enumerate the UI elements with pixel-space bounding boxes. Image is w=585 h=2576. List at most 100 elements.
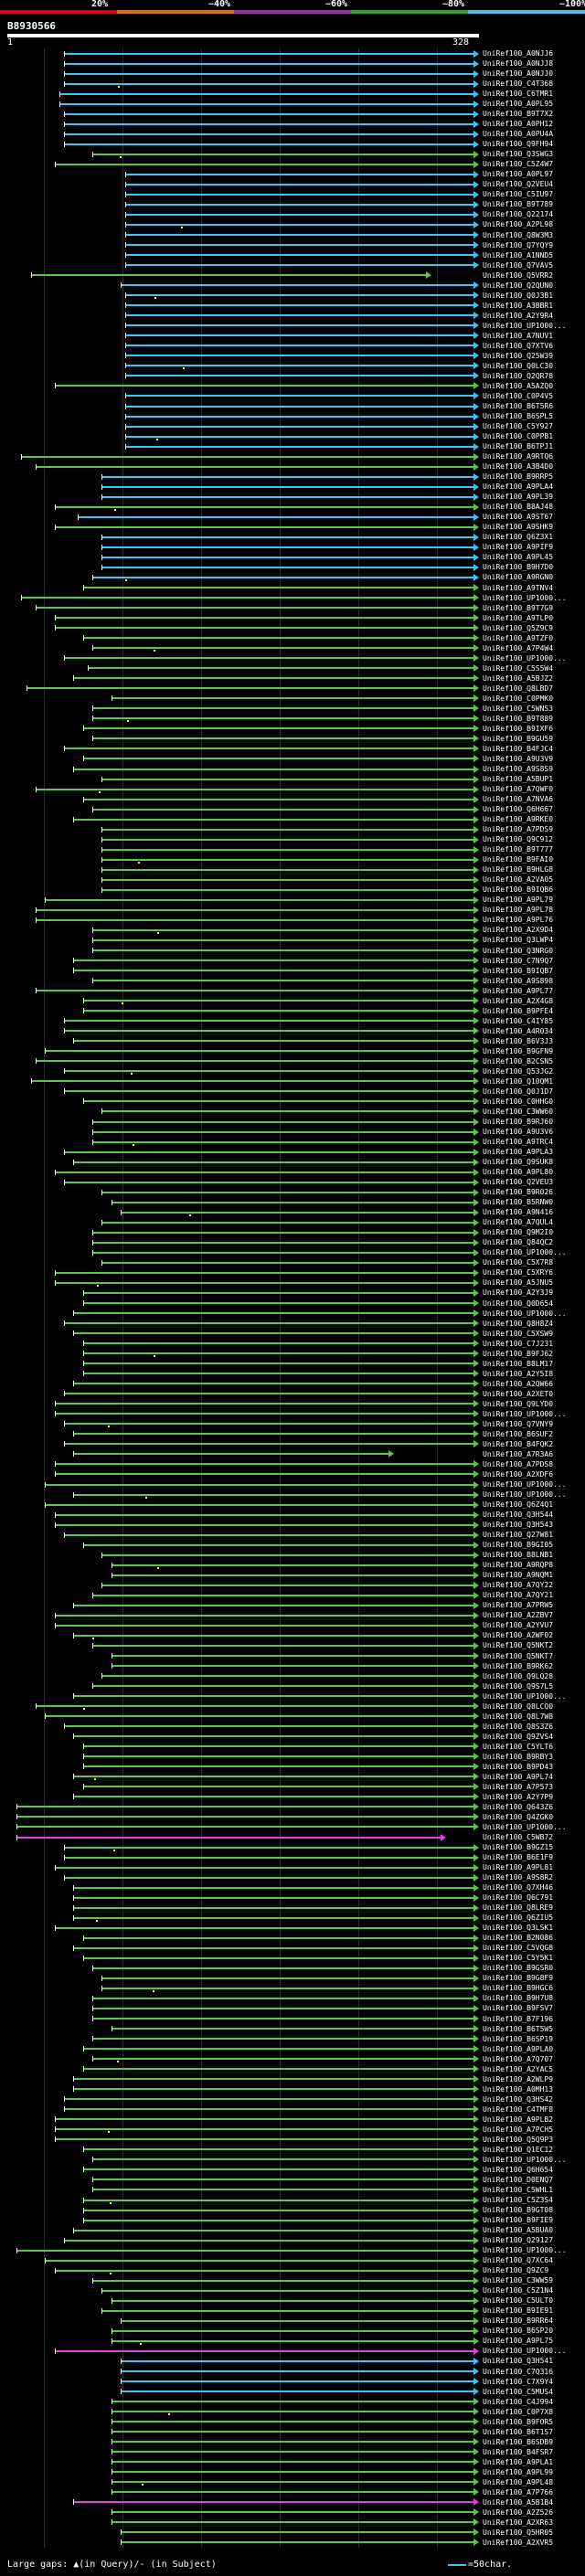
hit-accession-link[interactable]: UniRef100_A9RTQ6 [483, 452, 554, 461]
hit-bar[interactable] [73, 1695, 473, 1698]
hit-bar[interactable] [125, 304, 473, 307]
hit-bar[interactable] [73, 1796, 473, 1798]
hit-accession-link[interactable]: UniRef100_C5WB72 [483, 1833, 554, 1841]
hit-bar[interactable] [54, 1463, 473, 1466]
hit-accession-link[interactable]: UniRef100_B6SPL5 [483, 412, 554, 421]
hit-accession-link[interactable]: UniRef100_Q3NRG0 [483, 946, 554, 955]
hit-accession-link[interactable]: UniRef100_UP1000... [483, 1248, 567, 1257]
hit-bar[interactable] [73, 1776, 473, 1778]
hit-accession-link[interactable]: UniRef100_Q643Z6 [483, 1802, 554, 1811]
hit-accession-link[interactable]: UniRef100_Q9LQ28 [483, 1671, 554, 1680]
hit-bar[interactable] [45, 1483, 473, 1486]
hit-accession-link[interactable]: UniRef100_C7J231 [483, 1339, 554, 1348]
hit-bar[interactable] [73, 677, 473, 680]
hit-bar[interactable] [35, 908, 473, 911]
hit-accession-link[interactable]: UniRef100_C5Z3S4 [483, 2196, 554, 2205]
hit-bar[interactable] [111, 2431, 473, 2433]
hit-bar[interactable] [91, 576, 473, 578]
hit-bar[interactable] [111, 2028, 473, 2030]
hit-bar[interactable] [125, 183, 473, 186]
hit-accession-link[interactable]: UniRef100_Q9C912 [483, 835, 554, 844]
hit-accession-link[interactable]: UniRef100_Q8LBD7 [483, 684, 554, 693]
hit-bar[interactable] [111, 1655, 473, 1657]
hit-bar[interactable] [54, 1413, 473, 1415]
hit-bar[interactable] [73, 818, 473, 821]
hit-bar[interactable] [91, 737, 473, 740]
hit-accession-link[interactable]: UniRef100_B9T777 [483, 845, 554, 854]
hit-accession-link[interactable]: UniRef100_Q4ZGK0 [483, 1812, 554, 1821]
hit-bar[interactable] [16, 2249, 473, 2252]
hit-bar[interactable] [63, 1393, 473, 1395]
hit-bar[interactable] [91, 2018, 473, 2020]
hit-accession-link[interactable]: UniRef100_B9GI05 [483, 1541, 554, 1550]
hit-bar[interactable] [82, 1342, 473, 1345]
hit-accession-link[interactable]: UniRef100_A9TZF0 [483, 633, 554, 642]
hit-bar[interactable] [73, 1433, 473, 1436]
hit-bar[interactable] [120, 2380, 473, 2383]
hit-accession-link[interactable]: UniRef100_A5BJZ2 [483, 673, 554, 683]
hit-accession-link[interactable]: UniRef100_C5Y927 [483, 422, 554, 431]
hit-bar[interactable] [16, 1806, 473, 1808]
hit-bar[interactable] [101, 888, 473, 891]
hit-accession-link[interactable]: UniRef100_B6SUF2 [483, 1429, 554, 1438]
hit-accession-link[interactable]: UniRef100_B9IQB7 [483, 966, 554, 975]
hit-bar[interactable] [101, 778, 473, 780]
hit-accession-link[interactable]: UniRef100_A7P4W4 [483, 643, 554, 652]
hit-bar[interactable] [63, 1181, 473, 1183]
hit-accession-link[interactable]: UniRef100_B8LM17 [483, 1359, 554, 1368]
hit-bar[interactable] [101, 546, 473, 548]
hit-accession-link[interactable]: UniRef100_B9FAI0 [483, 855, 554, 864]
hit-accession-link[interactable]: UniRef100_Q2VEU4 [483, 180, 554, 189]
hit-accession-link[interactable]: UniRef100_A9PL76 [483, 916, 554, 925]
hit-bar[interactable] [73, 970, 473, 972]
hit-bar[interactable] [82, 1745, 473, 1748]
hit-accession-link[interactable]: UniRef100_A2VA05 [483, 875, 554, 885]
hit-bar[interactable] [125, 445, 473, 448]
hit-bar[interactable] [73, 1040, 473, 1043]
hit-accession-link[interactable]: UniRef100_A9PLB2 [483, 2115, 554, 2124]
hit-bar[interactable] [35, 1705, 473, 1708]
hit-accession-link[interactable]: UniRef100_Q9S7L5 [483, 1681, 554, 1691]
hit-accession-link[interactable]: UniRef100_B9GT08 [483, 2206, 554, 2215]
hit-accession-link[interactable]: UniRef100_A0PH12 [483, 120, 554, 129]
hit-bar[interactable] [82, 727, 473, 730]
hit-bar[interactable] [125, 324, 473, 327]
hit-accession-link[interactable]: UniRef100_B2CSN5 [483, 1056, 554, 1065]
hit-accession-link[interactable]: UniRef100_D0ENQ7 [483, 2175, 554, 2184]
hit-bar[interactable] [120, 2359, 473, 2362]
hit-accession-link[interactable]: UniRef100_Q9ZC9 [483, 2266, 549, 2275]
hit-accession-link[interactable]: UniRef100_Q0J1D7 [483, 1087, 554, 1096]
hit-bar[interactable] [91, 2158, 473, 2161]
hit-accession-link[interactable]: UniRef100_A9TLP0 [483, 613, 554, 622]
hit-bar[interactable] [125, 254, 473, 257]
hit-accession-link[interactable]: UniRef100_C5X7R8 [483, 1258, 554, 1267]
hit-accession-link[interactable]: UniRef100_UP1000... [483, 1480, 567, 1489]
hit-bar[interactable] [26, 687, 473, 690]
hit-bar[interactable] [16, 1826, 473, 1829]
hit-accession-link[interactable]: UniRef100_A2XET0 [483, 1389, 554, 1398]
hit-bar[interactable] [45, 898, 473, 901]
hit-bar[interactable] [101, 1987, 473, 1989]
hit-accession-link[interactable]: UniRef100_UP1000... [483, 2246, 567, 2255]
hit-accession-link[interactable]: UniRef100_A7QY21 [483, 1591, 554, 1600]
hit-accession-link[interactable]: UniRef100_B6V3J3 [483, 1036, 554, 1045]
hit-bar[interactable] [73, 1383, 473, 1385]
hit-bar[interactable] [125, 314, 473, 317]
hit-accession-link[interactable]: UniRef100_Q5NKT2 [483, 1641, 554, 1650]
hit-bar[interactable] [54, 1271, 473, 1274]
hit-accession-link[interactable]: UniRef100_Q6H667 [483, 805, 554, 814]
hit-accession-link[interactable]: UniRef100_Q2QR78 [483, 371, 554, 380]
hit-accession-link[interactable]: UniRef100_C4TMF8 [483, 2104, 554, 2114]
hit-accession-link[interactable]: UniRef100_A7PCH5 [483, 2125, 554, 2134]
hit-accession-link[interactable]: UniRef100_B9T7X2 [483, 110, 554, 119]
hit-bar[interactable] [16, 1836, 441, 1839]
hit-bar[interactable] [82, 2068, 473, 2071]
hit-bar[interactable] [54, 1523, 473, 1526]
hit-accession-link[interactable]: UniRef100_Q6Z3X1 [483, 533, 554, 542]
hit-bar[interactable] [91, 647, 473, 650]
hit-bar[interactable] [73, 2229, 473, 2231]
hit-accession-link[interactable]: UniRef100_Q6Z4Q1 [483, 1500, 554, 1510]
hit-bar[interactable] [91, 1120, 473, 1123]
hit-bar[interactable] [54, 1926, 473, 1929]
hit-accession-link[interactable]: UniRef100_UP1000... [483, 653, 567, 663]
